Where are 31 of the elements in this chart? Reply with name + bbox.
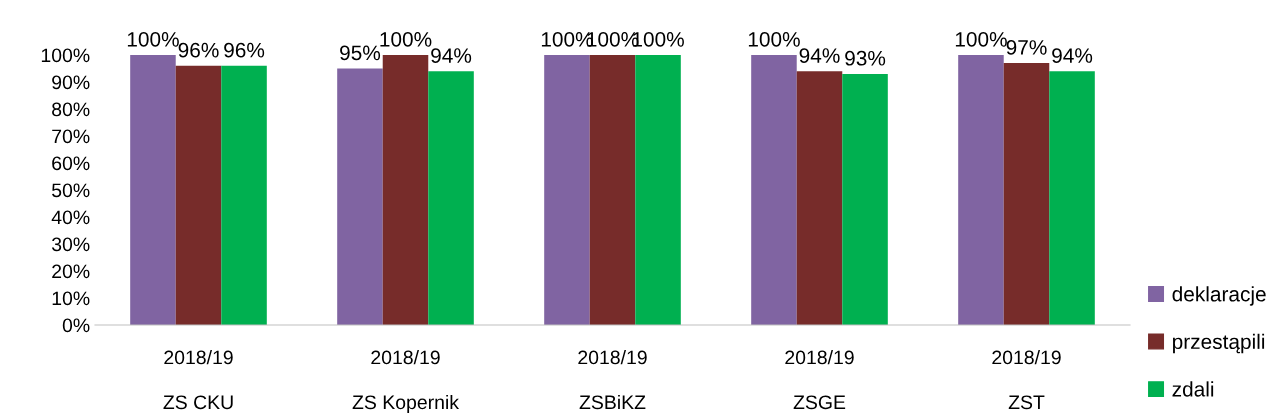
data-label: 100% [380, 31, 432, 47]
y-tick-label: 80% [52, 102, 90, 117]
legend-label: deklaracje [1172, 286, 1266, 306]
category-label: 2018/19 ZS CKU [163, 350, 233, 410]
y-tick-label: 60% [52, 156, 90, 171]
data-label: 100% [127, 31, 179, 47]
data-label: 94% [799, 48, 840, 63]
data-label: 94% [1052, 48, 1093, 63]
data-label: 96% [178, 42, 219, 58]
y-tick-label: 50% [52, 183, 90, 198]
data-label: 100% [748, 31, 800, 47]
legend-label: przestąpili [1173, 333, 1265, 354]
y-tick-label: 40% [51, 210, 90, 225]
data-label: 97% [1006, 40, 1047, 55]
y-tick-label: 30% [51, 237, 90, 252]
y-tick-label: 0% [62, 318, 90, 333]
data-label: 95% [340, 45, 381, 61]
y-tick-label: 10% [52, 291, 90, 306]
category-label: 2018/19 ZST [992, 350, 1061, 410]
category-label: 2018/19 ZSBiKZ [578, 350, 647, 410]
data-label: 93% [845, 50, 886, 66]
y-tick-label: 70% [52, 129, 90, 144]
category-label: 2018/19 ZSGE [785, 350, 854, 410]
y-tick-label: 20% [52, 264, 90, 279]
data-label: 94% [431, 48, 472, 63]
y-tick-label: 100% [41, 48, 90, 63]
category-label: 2018/19 ZS Kopernik [352, 350, 460, 414]
y-tick-label: 90% [52, 75, 90, 90]
data-label: 100% [955, 31, 1007, 47]
legend-label: zdali [1172, 381, 1214, 397]
data-label: 96% [224, 42, 265, 58]
